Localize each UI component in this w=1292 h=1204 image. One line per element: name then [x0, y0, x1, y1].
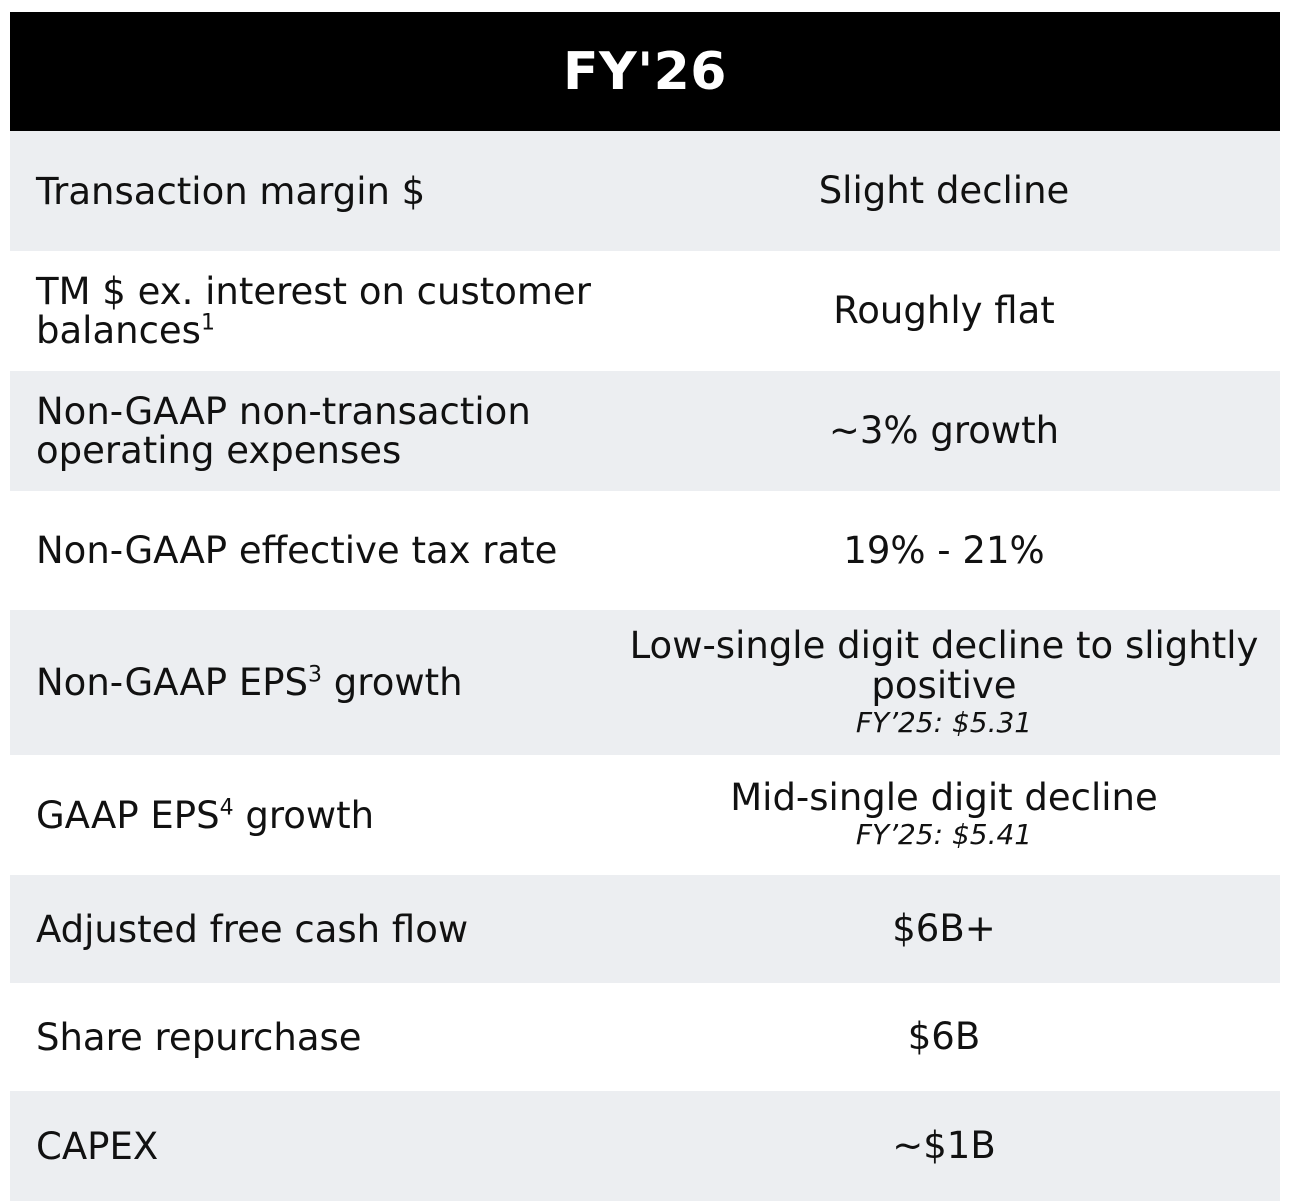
row-value: Roughly flat — [833, 289, 1055, 332]
table-row: TM $ ex. interest on customer balances1 … — [10, 251, 1280, 371]
row-value: ~3% growth — [828, 409, 1060, 452]
row-value: Low-single digit decline to slightly pos… — [608, 623, 1280, 740]
row-label: GAAP EPS4 growth — [36, 793, 375, 837]
row-label: TM $ ex. interest on customer balances1 — [36, 270, 591, 352]
table-row: Non-GAAP EPS3 growth Low-single digit de… — [10, 610, 1280, 755]
row-label: Adjusted free cash flow — [36, 907, 469, 951]
row-value: Slight decline — [818, 169, 1070, 212]
table-row: CAPEX ~$1B — [10, 1091, 1280, 1201]
value-text: Mid-single digit decline — [730, 776, 1158, 819]
value-text: Low-single digit decline to slightly pos… — [629, 623, 1259, 707]
row-value: ~$1B — [892, 1124, 996, 1167]
guidance-table: FY'26 Transaction margin $ Slight declin… — [10, 12, 1280, 1201]
table-header: FY'26 — [10, 12, 1280, 131]
row-label: CAPEX — [36, 1124, 159, 1168]
row-value: 19% - 21% — [843, 528, 1045, 572]
prior-year-note: FY’25: $5.31 — [855, 705, 1033, 739]
table-row: Non-GAAP effective tax rate 19% - 21% — [10, 491, 1280, 610]
table-row: GAAP EPS4 growth Mid-single digit declin… — [10, 755, 1280, 875]
table-row: Non-GAAP non-transaction operating expen… — [10, 371, 1280, 491]
row-value: $6B — [907, 1015, 981, 1058]
footnote-marker: 1 — [200, 310, 215, 336]
row-value: $6B+ — [892, 907, 996, 950]
table-row: Share repurchase $6B — [10, 983, 1280, 1091]
row-label: Share repurchase — [36, 1015, 362, 1059]
prior-year-note: FY’25: $5.41 — [855, 818, 1033, 851]
table-title: FY'26 — [563, 41, 727, 102]
table-row: Adjusted free cash flow $6B+ — [10, 875, 1280, 983]
row-label: Non-GAAP non-transaction operating expen… — [36, 390, 531, 472]
footnote-marker: 4 — [219, 795, 234, 821]
row-label: Non-GAAP effective tax rate — [36, 529, 558, 572]
footnote-marker: 3 — [308, 662, 323, 688]
row-label: Transaction margin $ — [36, 169, 426, 213]
table-row: Transaction margin $ Slight decline — [10, 131, 1280, 251]
row-value: Mid-single digit decline FY’25: $5.41 — [608, 778, 1280, 852]
row-label: Non-GAAP EPS3 growth — [36, 661, 463, 704]
